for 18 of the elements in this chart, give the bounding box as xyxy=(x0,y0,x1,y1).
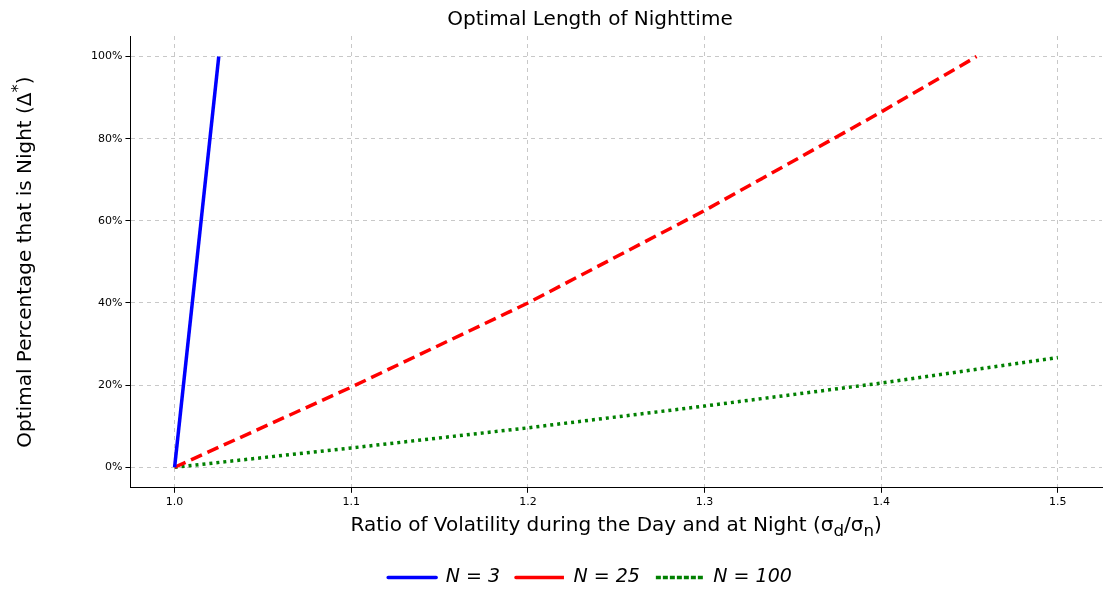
legend-label: N = 100 xyxy=(713,564,792,587)
x-tick-label: 1.3 xyxy=(695,495,714,509)
x-tick-label: 1.4 xyxy=(872,495,890,509)
y-tick-label: 20% xyxy=(97,377,123,391)
legend-label: N = 25 xyxy=(573,564,640,587)
x-tick-label: 1.1 xyxy=(342,495,361,509)
x-tick-label: 1.2 xyxy=(519,495,537,509)
y-tick-label: 40% xyxy=(97,295,123,309)
line-series xyxy=(172,54,979,470)
y-tick-label: 0% xyxy=(104,460,123,474)
x-axis-title: Ratio of Volatility during the Day and at Night (σ$_{d}$/σ$_{n}$) xyxy=(349,512,883,540)
y-tick-label: 100% xyxy=(90,49,123,63)
y-tick-label: 80% xyxy=(97,131,123,145)
x-tick-label: 1.0 xyxy=(165,495,184,509)
chart-title: Optimal Length of Nighttime xyxy=(447,6,733,31)
legend-label: N = 3 xyxy=(445,564,500,587)
y-tick-label: 60% xyxy=(97,213,123,227)
x-tick-label: 1.5 xyxy=(1049,495,1067,509)
